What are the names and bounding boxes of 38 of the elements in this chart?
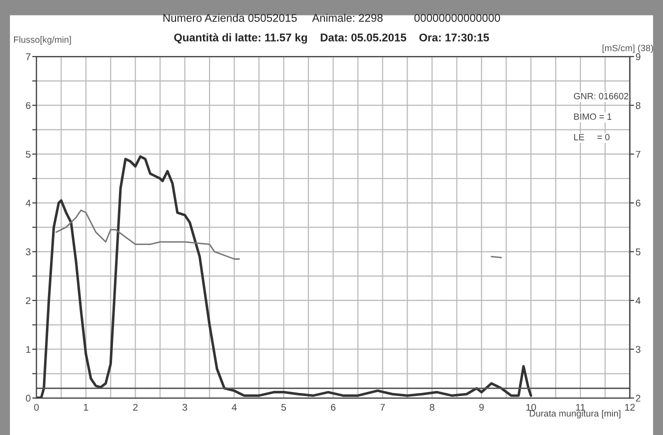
y2-axis-title: [mS/cm] (38) — [602, 44, 654, 54]
x-tick-label: 8 — [430, 404, 434, 411]
y2-tick-label: 6 — [636, 200, 640, 207]
y-axis-title: Flusso[kg/min] — [14, 36, 71, 45]
x-tick-label: 10 — [526, 404, 536, 411]
y-tick-label: 4 — [26, 200, 31, 206]
y2-tick-label: 8 — [636, 102, 640, 109]
x-axis-title: Durata mungitura [min] — [530, 410, 620, 418]
y2-tick-label: 9 — [636, 53, 640, 60]
y-tick-label: 7 — [26, 53, 30, 60]
x-tick-label: 2 — [133, 404, 138, 411]
x-tick-label: 12 — [625, 404, 635, 411]
annotation: GNR: 016602 — [574, 92, 628, 100]
chart-subtitle: Quantità di latte: 11.57 kg Data: 05.05.2015 Ora: 17:30:15 — [174, 33, 489, 44]
y2-tick-label: 4 — [636, 297, 641, 304]
x-tick-label: 0 — [34, 404, 39, 411]
y-tick-label: 0 — [26, 394, 31, 402]
x-tick-label: 9 — [479, 404, 484, 411]
x-tick-label: 11 — [576, 404, 585, 411]
annotation: BIMO = 1 — [574, 113, 612, 120]
x-tick-label: 7 — [380, 404, 385, 411]
x-tick-label: 3 — [182, 404, 188, 411]
x-tick-label: 6 — [330, 404, 336, 411]
chart-title: Numero Azienda 05052015 Animale: 2298 00000000000000 — [163, 14, 500, 22]
y2-tick-label: 3 — [636, 346, 640, 353]
x-tick-label: 1 — [84, 404, 88, 411]
annotation: LE = 0 — [574, 134, 610, 140]
y2-tick-label: 5 — [636, 248, 640, 256]
y-tick-label: 2 — [26, 297, 30, 304]
y2-tick-label: 7 — [636, 150, 640, 158]
x-tick-label: 4 — [232, 404, 237, 411]
y-tick-label: 3 — [26, 248, 30, 256]
y-tick-label: 6 — [26, 102, 30, 109]
x-tick-label: 5 — [281, 404, 286, 411]
y-tick-label: 5 — [26, 150, 30, 158]
y-tick-label: 1 — [26, 346, 30, 353]
line-series — [36, 155, 532, 398]
y2-tick-label: 2 — [636, 394, 640, 402]
